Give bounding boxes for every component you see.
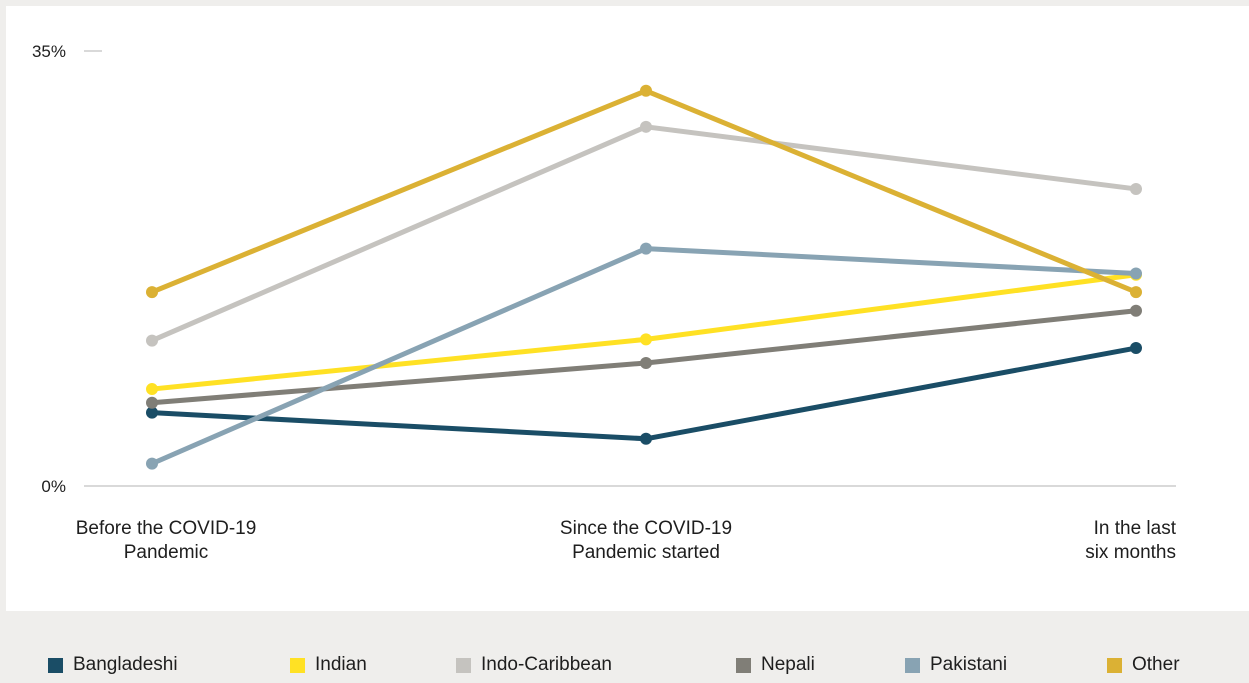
x-category-label: Pandemic <box>124 542 209 563</box>
data-point <box>146 457 158 470</box>
legend-label: Indian <box>315 654 367 675</box>
data-point <box>1130 286 1142 299</box>
data-point <box>640 120 652 133</box>
data-point <box>146 286 158 299</box>
data-point <box>1130 267 1142 280</box>
legend-swatch <box>736 657 751 673</box>
legend-swatch <box>905 657 920 673</box>
data-point <box>1130 304 1142 317</box>
series-line <box>149 88 1139 295</box>
x-category-label: six months <box>1085 542 1176 563</box>
legend-item: Other <box>1107 654 1180 676</box>
x-category-label: In the last <box>1094 518 1177 539</box>
series-other <box>146 84 1142 299</box>
series-nepali <box>146 304 1142 409</box>
legend-label: Nepali <box>761 654 815 675</box>
legend-item: Indian <box>290 654 367 676</box>
data-point <box>146 406 158 419</box>
data-point <box>640 356 652 369</box>
data-point <box>146 334 158 347</box>
data-point <box>146 383 158 396</box>
legend-item: Indo-Caribbean <box>456 654 612 676</box>
series-indo-caribbean <box>146 120 1142 347</box>
line-chart: 0% 35% Before the COVID-19 Pandemic Since th… <box>32 42 1177 563</box>
x-category-label: Before the COVID-19 <box>76 518 257 539</box>
data-point <box>1130 342 1142 355</box>
series-line <box>149 272 1139 392</box>
y-tick-label: 0% <box>41 477 66 496</box>
legend-item: Pakistani <box>905 654 1007 676</box>
legend-swatch <box>48 657 63 673</box>
data-point <box>146 396 158 409</box>
data-point <box>640 242 652 255</box>
series-bangladeshi <box>146 342 1142 445</box>
series-line <box>149 308 1139 406</box>
series-line <box>149 246 1139 467</box>
y-tick-label: 35% <box>32 42 66 61</box>
x-category-label: Since the COVID-19 <box>560 518 732 539</box>
legend-label: Other <box>1132 654 1180 675</box>
data-point <box>640 432 652 445</box>
data-point <box>640 333 652 346</box>
axes <box>84 50 1176 487</box>
legend-label: Pakistani <box>930 654 1008 675</box>
legend-item: Nepali <box>736 654 815 676</box>
data-point <box>640 84 652 97</box>
labels: 0% 35% Before the COVID-19 Pandemic Since th… <box>32 42 1177 563</box>
chart-panel: 0% 35% Before the COVID-19 Pandemic Since th… <box>6 6 1249 611</box>
legend-label: Bangladeshi <box>73 654 178 675</box>
legend: Bangladeshi Indian Indo-Caribbean Nepali Pak… <box>0 654 1249 683</box>
series-pakistani <box>146 242 1142 470</box>
legend-label: Indo-Caribbean <box>481 654 612 675</box>
x-category-label: Pandemic started <box>572 542 720 563</box>
legend-swatch <box>290 657 305 673</box>
series-layer <box>146 84 1142 470</box>
legend-item: Bangladeshi <box>48 654 178 676</box>
data-point <box>1130 182 1142 195</box>
legend-swatch <box>1107 657 1122 673</box>
legend-swatch <box>456 657 471 673</box>
